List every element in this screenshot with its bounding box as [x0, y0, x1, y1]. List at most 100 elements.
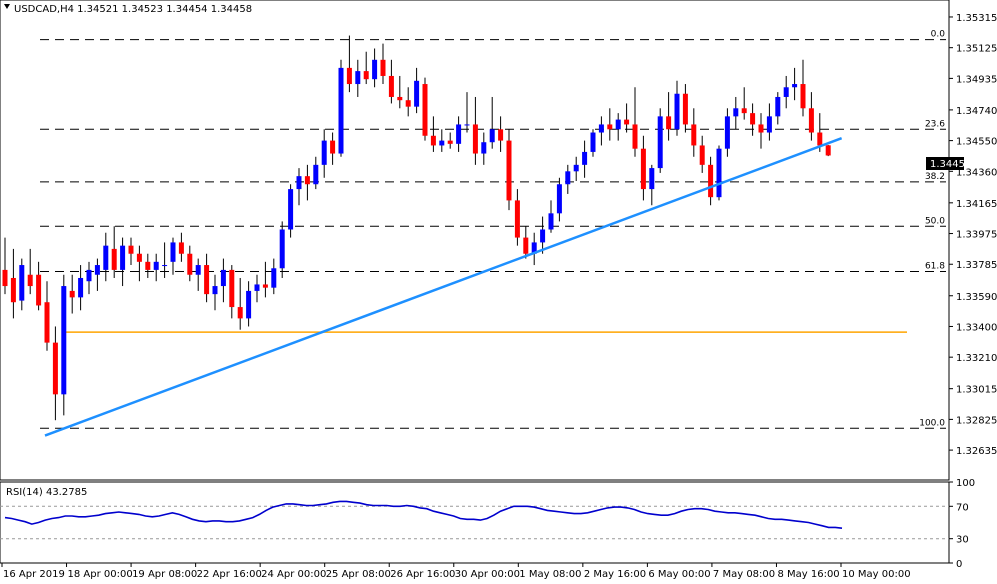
candle-body [346, 67, 352, 85]
candle-body [775, 96, 781, 117]
candle-body [103, 245, 109, 270]
candle-body [204, 265, 210, 295]
candle-body [271, 268, 277, 288]
candle-body [699, 145, 705, 165]
price-tick-label: 1.33210 [956, 353, 997, 364]
price-tick-label: 1.34360 [956, 167, 997, 178]
candle-body [590, 132, 596, 152]
candle-body [489, 129, 495, 143]
candlesticks [2, 35, 831, 421]
candle-body [573, 164, 579, 172]
current-price-label: 1.34458 [930, 159, 971, 170]
candle-body [808, 108, 814, 133]
time-tick-label: 18 Apr 00:00 [68, 569, 133, 580]
price-tick-label: 1.33590 [956, 292, 997, 303]
candle-body [750, 113, 756, 125]
candle-body [380, 59, 386, 76]
time-tick-label: 24 Apr 00:00 [261, 569, 326, 580]
candle-body [178, 242, 184, 254]
candle-body [598, 124, 604, 133]
rsi-pane [0, 481, 950, 564]
candle-body [254, 284, 260, 291]
rsi-tick-label: 70 [956, 502, 969, 513]
candle-body [388, 75, 394, 97]
price-tick-label: 1.32825 [956, 415, 997, 426]
candle-body [246, 290, 252, 319]
candle-body [766, 116, 772, 133]
candle-body [464, 124, 470, 126]
candle-body [128, 245, 134, 254]
fibonacci-labels: 0.0 23.6 38.2 50.0 61.8 100.0 [919, 30, 945, 429]
price-tick-label: 1.33975 [956, 230, 997, 241]
candle-body [195, 265, 201, 275]
candle-body [237, 307, 243, 319]
candle-body [162, 265, 168, 267]
time-tick-label: 7 May 08:00 [713, 569, 775, 580]
candle-body [498, 129, 504, 141]
candle-body [817, 132, 823, 146]
candle-body [472, 124, 478, 154]
candle-body [52, 342, 58, 395]
price-tick-label: 1.34165 [956, 199, 997, 210]
price-tick-label: 1.33015 [956, 385, 997, 396]
candle-body [674, 93, 680, 130]
candle-body [733, 108, 739, 117]
candle-body [10, 277, 16, 303]
candle-body [363, 71, 369, 80]
candle-body [19, 265, 25, 301]
candle-body [666, 116, 672, 130]
rsi-label: RSI(14) 43.2785 [6, 487, 87, 498]
price-tick-label: 1.33400 [956, 322, 997, 333]
candle-body [220, 269, 226, 287]
candle-body [607, 124, 613, 130]
candle-body [708, 164, 714, 198]
fib-label: 0.0 [931, 30, 946, 40]
candle-body [514, 200, 520, 238]
main-pane [0, 0, 950, 481]
candle-body [296, 176, 302, 190]
time-tick-label: 19 Apr 08:00 [132, 569, 197, 580]
candle-body [279, 229, 285, 269]
trendline [44, 137, 843, 437]
collapse-arrow-icon[interactable] [4, 4, 10, 9]
price-tick-label: 1.32635 [956, 446, 997, 457]
candle-body [145, 261, 151, 270]
candle-body [439, 140, 445, 146]
candle-body [657, 116, 663, 169]
candle-body [506, 140, 512, 201]
candle-body [624, 119, 630, 125]
candle-body [405, 100, 411, 107]
time-tick-label: 8 May 16:00 [777, 569, 839, 580]
time-tick-label: 1 May 08:00 [519, 569, 581, 580]
time-axis: 16 Apr 2019 18 Apr 00:00 19 Apr 08:00 22 Ap… [1, 563, 911, 580]
candle-body [111, 248, 117, 270]
candle-body [691, 124, 697, 146]
candle-body [304, 176, 310, 185]
candle-body [355, 71, 361, 85]
candle-body [372, 59, 378, 80]
candle-body [531, 242, 537, 254]
price-tick-label: 1.34935 [956, 74, 997, 85]
price-tick-label: 1.35315 [956, 13, 997, 24]
candle-body [414, 80, 420, 107]
time-tick-label: 25 Apr 08:00 [326, 569, 391, 580]
fib-label: 38.2 [925, 172, 945, 182]
candle-body [724, 116, 730, 149]
time-tick-label: 22 Apr 16:00 [197, 569, 262, 580]
candle-body [229, 269, 235, 308]
rsi-line [4, 500, 843, 529]
time-tick-label: 6 May 00:00 [648, 569, 710, 580]
current-price-badge [926, 157, 964, 170]
candle-body [187, 253, 193, 275]
candle-body [758, 124, 764, 133]
candle-body [456, 124, 462, 144]
fib-label: 23.6 [925, 119, 945, 129]
candle-body [61, 286, 67, 395]
candle-body [86, 269, 92, 282]
candle-body [682, 93, 688, 125]
time-tick-label: 16 Apr 2019 [3, 569, 65, 580]
candle-body [556, 184, 562, 214]
price-tick-label: 1.35125 [956, 44, 997, 55]
price-tick-label: 1.34550 [956, 137, 997, 148]
candle-body [69, 290, 75, 298]
